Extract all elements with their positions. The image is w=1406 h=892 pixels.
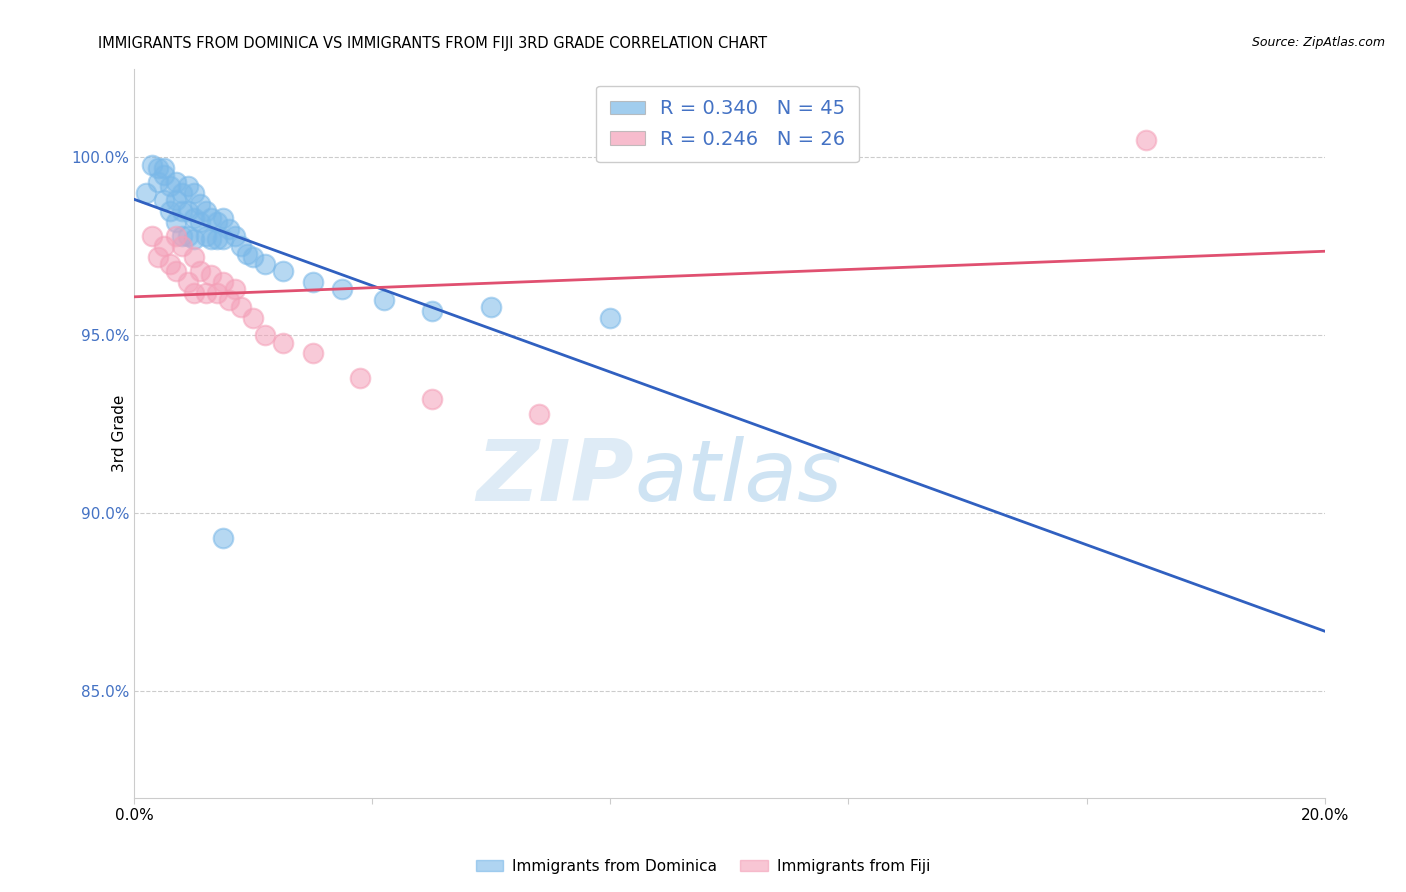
Point: [159, 203, 181, 218]
Point: [224, 282, 246, 296]
Point: [170, 228, 193, 243]
Point: [212, 275, 235, 289]
Point: [183, 211, 205, 225]
Point: [153, 193, 176, 207]
Point: [153, 169, 176, 183]
Point: [146, 175, 169, 189]
Point: [242, 310, 264, 325]
Point: [236, 246, 259, 260]
Point: [183, 250, 205, 264]
Point: [231, 300, 253, 314]
Point: [141, 228, 163, 243]
Point: [212, 211, 235, 225]
Text: atlas: atlas: [634, 435, 842, 518]
Point: [200, 211, 222, 225]
Point: [141, 158, 163, 172]
Point: [176, 178, 198, 193]
Point: [153, 161, 176, 176]
Point: [1135, 133, 1157, 147]
Point: [183, 186, 205, 200]
Point: [207, 285, 229, 300]
Point: [200, 232, 222, 246]
Point: [207, 214, 229, 228]
Point: [176, 228, 198, 243]
Point: [207, 232, 229, 246]
Point: [420, 303, 443, 318]
Legend: R = 0.340   N = 45, R = 0.246   N = 26: R = 0.340 N = 45, R = 0.246 N = 26: [596, 86, 859, 162]
Point: [188, 196, 211, 211]
Point: [153, 239, 176, 253]
Point: [373, 293, 395, 307]
Point: [165, 228, 187, 243]
Point: [301, 275, 323, 289]
Point: [194, 285, 217, 300]
Point: [176, 275, 198, 289]
Y-axis label: 3rd Grade: 3rd Grade: [112, 394, 127, 472]
Point: [527, 407, 550, 421]
Point: [218, 221, 240, 235]
Text: Source: ZipAtlas.com: Source: ZipAtlas.com: [1251, 36, 1385, 49]
Point: [170, 203, 193, 218]
Point: [479, 300, 502, 314]
Point: [200, 268, 222, 282]
Text: ZIP: ZIP: [477, 435, 634, 518]
Point: [170, 186, 193, 200]
Point: [599, 310, 621, 325]
Point: [271, 335, 294, 350]
Point: [165, 175, 187, 189]
Point: [212, 232, 235, 246]
Point: [420, 392, 443, 407]
Point: [170, 239, 193, 253]
Point: [332, 282, 354, 296]
Point: [159, 178, 181, 193]
Point: [146, 161, 169, 176]
Point: [165, 264, 187, 278]
Point: [301, 346, 323, 360]
Point: [188, 214, 211, 228]
Point: [183, 232, 205, 246]
Point: [212, 531, 235, 545]
Text: IMMIGRANTS FROM DOMINICA VS IMMIGRANTS FROM FIJI 3RD GRADE CORRELATION CHART: IMMIGRANTS FROM DOMINICA VS IMMIGRANTS F…: [98, 36, 768, 51]
Point: [159, 257, 181, 271]
Point: [165, 214, 187, 228]
Point: [165, 193, 187, 207]
Point: [194, 203, 217, 218]
Point: [146, 250, 169, 264]
Point: [231, 239, 253, 253]
Point: [254, 328, 277, 343]
Point: [194, 228, 217, 243]
Point: [218, 293, 240, 307]
Point: [183, 285, 205, 300]
Point: [224, 228, 246, 243]
Point: [176, 203, 198, 218]
Point: [254, 257, 277, 271]
Point: [349, 371, 371, 385]
Point: [242, 250, 264, 264]
Point: [271, 264, 294, 278]
Point: [188, 264, 211, 278]
Point: [135, 186, 157, 200]
Legend: Immigrants from Dominica, Immigrants from Fiji: Immigrants from Dominica, Immigrants fro…: [470, 853, 936, 880]
